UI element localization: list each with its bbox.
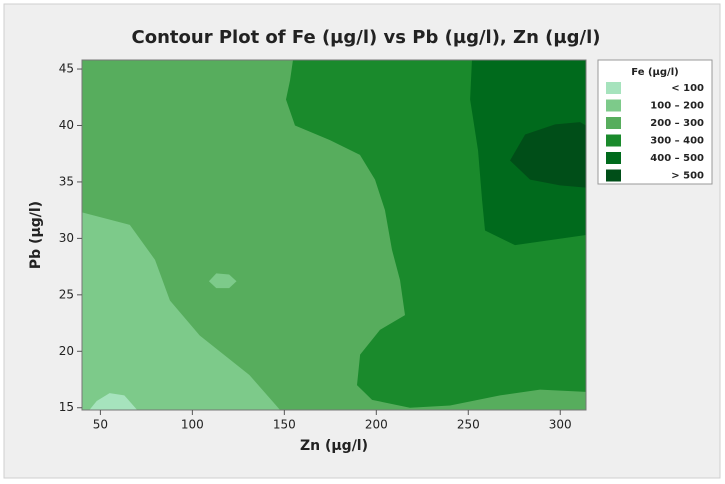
x-tick-label: 300 [549,418,572,432]
legend-label: < 100 [671,83,704,94]
legend-label: 100 – 200 [650,101,704,112]
x-tick-label: 250 [457,418,480,432]
legend-label: 200 – 300 [650,118,704,129]
legend-swatch [606,152,621,164]
contour-region [89,393,138,410]
x-tick-label: 150 [273,418,296,432]
y-tick-label: 25 [59,287,74,301]
legend-swatch [606,134,621,147]
contour-region [510,122,586,188]
x-axis-label: Zn (µg/l) [300,438,368,454]
legend-label: > 500 [671,171,704,182]
y-tick-label: 35 [59,174,74,188]
y-axis-label: Pb (µg/l) [28,201,44,269]
legend-swatch [606,99,621,112]
legend-label: 300 – 400 [650,136,704,147]
x-tick-label: 50 [93,418,108,432]
y-tick-label: 40 [59,118,74,132]
contour-region [208,273,237,289]
chart-title: Contour Plot of Fe (µg/l) vs Pb (µg/l), … [132,27,601,48]
legend-swatch [606,169,621,182]
y-tick-label: 45 [59,62,74,76]
legend-title: Fe (µg/l) [631,67,678,78]
plot-frame [81,59,587,411]
x-tick-label: 200 [365,418,388,432]
legend-swatch [606,117,621,129]
contour-region [82,212,281,410]
x-tick-label: 100 [181,418,204,432]
legend-swatch [606,82,621,94]
y-tick-label: 30 [59,231,74,245]
y-tick-label: 15 [59,400,74,414]
legend-label: 400 – 500 [650,153,704,164]
y-tick-label: 20 [59,344,74,358]
